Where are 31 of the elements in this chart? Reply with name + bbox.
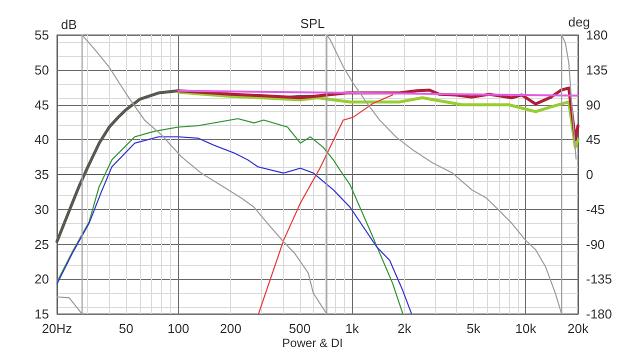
- x-tick-label: 2k: [397, 321, 412, 336]
- y2-tick-label: -135: [586, 272, 612, 287]
- x-tick-label: 500: [288, 321, 311, 336]
- x-tick-label: 50: [118, 321, 134, 336]
- y-tick-label: 45: [34, 97, 49, 112]
- chart-title: SPL: [300, 16, 325, 31]
- y-tick-label: 15: [34, 306, 49, 322]
- x-tick-label: 1k: [345, 321, 360, 336]
- x-tick-label: 10k: [515, 321, 537, 336]
- y-tick-label: 25: [34, 236, 49, 252]
- x-tick-label: 200: [220, 321, 242, 336]
- y-axis-title: dB: [61, 17, 77, 32]
- x-tick-label: 20k: [568, 321, 589, 336]
- y2-tick-label: 90: [586, 97, 600, 112]
- y2-tick-label: 135: [586, 62, 608, 78]
- y-tick-label: 50: [34, 62, 49, 78]
- y2-tick-label: 45: [586, 132, 600, 148]
- x-tick-label: 5k: [466, 321, 481, 336]
- y-tick-label: 20: [34, 272, 49, 287]
- y-tick-label: 30: [34, 202, 49, 217]
- y2-tick-label: -180: [586, 306, 612, 322]
- y2-tick-label: -90: [586, 236, 605, 252]
- y2-axis-title: deg: [568, 14, 590, 30]
- y-tick-label: 35: [34, 167, 49, 182]
- y2-tick-label: -45: [586, 202, 605, 217]
- x-tick-label: 100: [168, 321, 190, 336]
- y2-tick-label: 0: [586, 167, 594, 182]
- x-tick-label: 20Hz: [42, 321, 72, 336]
- text: Power & DI: [282, 336, 343, 350]
- y-tick-label: 55: [34, 28, 49, 42]
- y-tick-label: 40: [34, 132, 49, 148]
